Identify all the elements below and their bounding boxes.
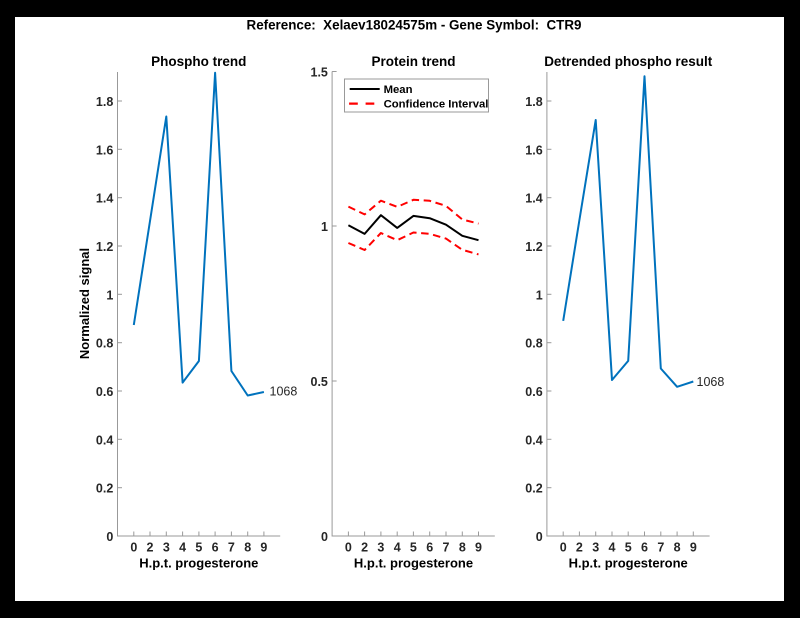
svg-text:9: 9 (260, 541, 267, 555)
svg-text:5: 5 (625, 541, 632, 555)
svg-text:1.4: 1.4 (525, 192, 542, 206)
svg-text:8: 8 (459, 541, 466, 555)
svg-text:0: 0 (560, 541, 567, 555)
svg-text:3: 3 (163, 541, 170, 555)
svg-text:1.4: 1.4 (96, 192, 113, 206)
svg-text:3: 3 (377, 541, 384, 555)
svg-text:1: 1 (536, 288, 543, 302)
svg-text:4: 4 (394, 541, 401, 555)
svg-text:7: 7 (657, 541, 664, 555)
svg-text:H.p.t. progesterone: H.p.t. progesterone (569, 556, 688, 571)
svg-text:0.6: 0.6 (525, 385, 542, 399)
svg-text:H.p.t. progesterone: H.p.t. progesterone (139, 556, 258, 571)
svg-text:0.8: 0.8 (525, 337, 542, 351)
svg-text:0.4: 0.4 (525, 433, 542, 447)
svg-text:8: 8 (674, 541, 681, 555)
svg-text:0.5: 0.5 (311, 375, 328, 389)
svg-text:H.p.t. progesterone: H.p.t. progesterone (354, 556, 473, 571)
svg-text:0: 0 (536, 530, 543, 544)
svg-text:0: 0 (345, 541, 352, 555)
svg-text:1.5: 1.5 (311, 66, 328, 80)
svg-text:2: 2 (576, 541, 583, 555)
svg-text:0.2: 0.2 (525, 482, 542, 496)
svg-text:0.6: 0.6 (96, 385, 113, 399)
svg-text:0: 0 (106, 530, 113, 544)
svg-text:Confidence Interval: Confidence Interval (384, 99, 489, 111)
svg-text:7: 7 (443, 541, 450, 555)
svg-text:Normalized signal: Normalized signal (77, 248, 92, 359)
svg-text:1.8: 1.8 (96, 95, 113, 109)
svg-text:1.8: 1.8 (525, 95, 542, 109)
svg-text:1.2: 1.2 (96, 240, 113, 254)
svg-text:0: 0 (321, 530, 328, 544)
svg-text:5: 5 (195, 541, 202, 555)
svg-text:4: 4 (179, 541, 186, 555)
svg-text:9: 9 (475, 541, 482, 555)
svg-text:Protein trend: Protein trend (371, 54, 455, 69)
svg-text:1.2: 1.2 (525, 240, 542, 254)
svg-text:Detrended phospho result: Detrended phospho result (544, 54, 713, 69)
svg-text:Reference: Xelaev18024575m -: Reference: Xelaev18024575m - Gene Symbol… (247, 18, 582, 33)
svg-text:6: 6 (212, 541, 219, 555)
svg-text:4: 4 (609, 541, 616, 555)
svg-text:2: 2 (361, 541, 368, 555)
svg-text:5: 5 (410, 541, 417, 555)
svg-text:1.6: 1.6 (525, 143, 542, 157)
svg-text:0: 0 (130, 541, 137, 555)
svg-text:8: 8 (244, 541, 251, 555)
svg-text:6: 6 (426, 541, 433, 555)
svg-text:1.6: 1.6 (96, 143, 113, 157)
svg-text:6: 6 (641, 541, 648, 555)
svg-text:1068: 1068 (697, 375, 725, 389)
svg-text:7: 7 (228, 541, 235, 555)
svg-text:1: 1 (321, 220, 328, 234)
svg-text:0.2: 0.2 (96, 482, 113, 496)
svg-text:1: 1 (106, 288, 113, 302)
svg-text:1068: 1068 (270, 385, 298, 399)
svg-text:Phospho trend: Phospho trend (151, 54, 246, 69)
svg-text:9: 9 (690, 541, 697, 555)
svg-text:2: 2 (147, 541, 154, 555)
svg-text:3: 3 (592, 541, 599, 555)
svg-text:0.4: 0.4 (96, 433, 113, 447)
svg-text:0.8: 0.8 (96, 337, 113, 351)
svg-text:Mean: Mean (384, 84, 413, 96)
